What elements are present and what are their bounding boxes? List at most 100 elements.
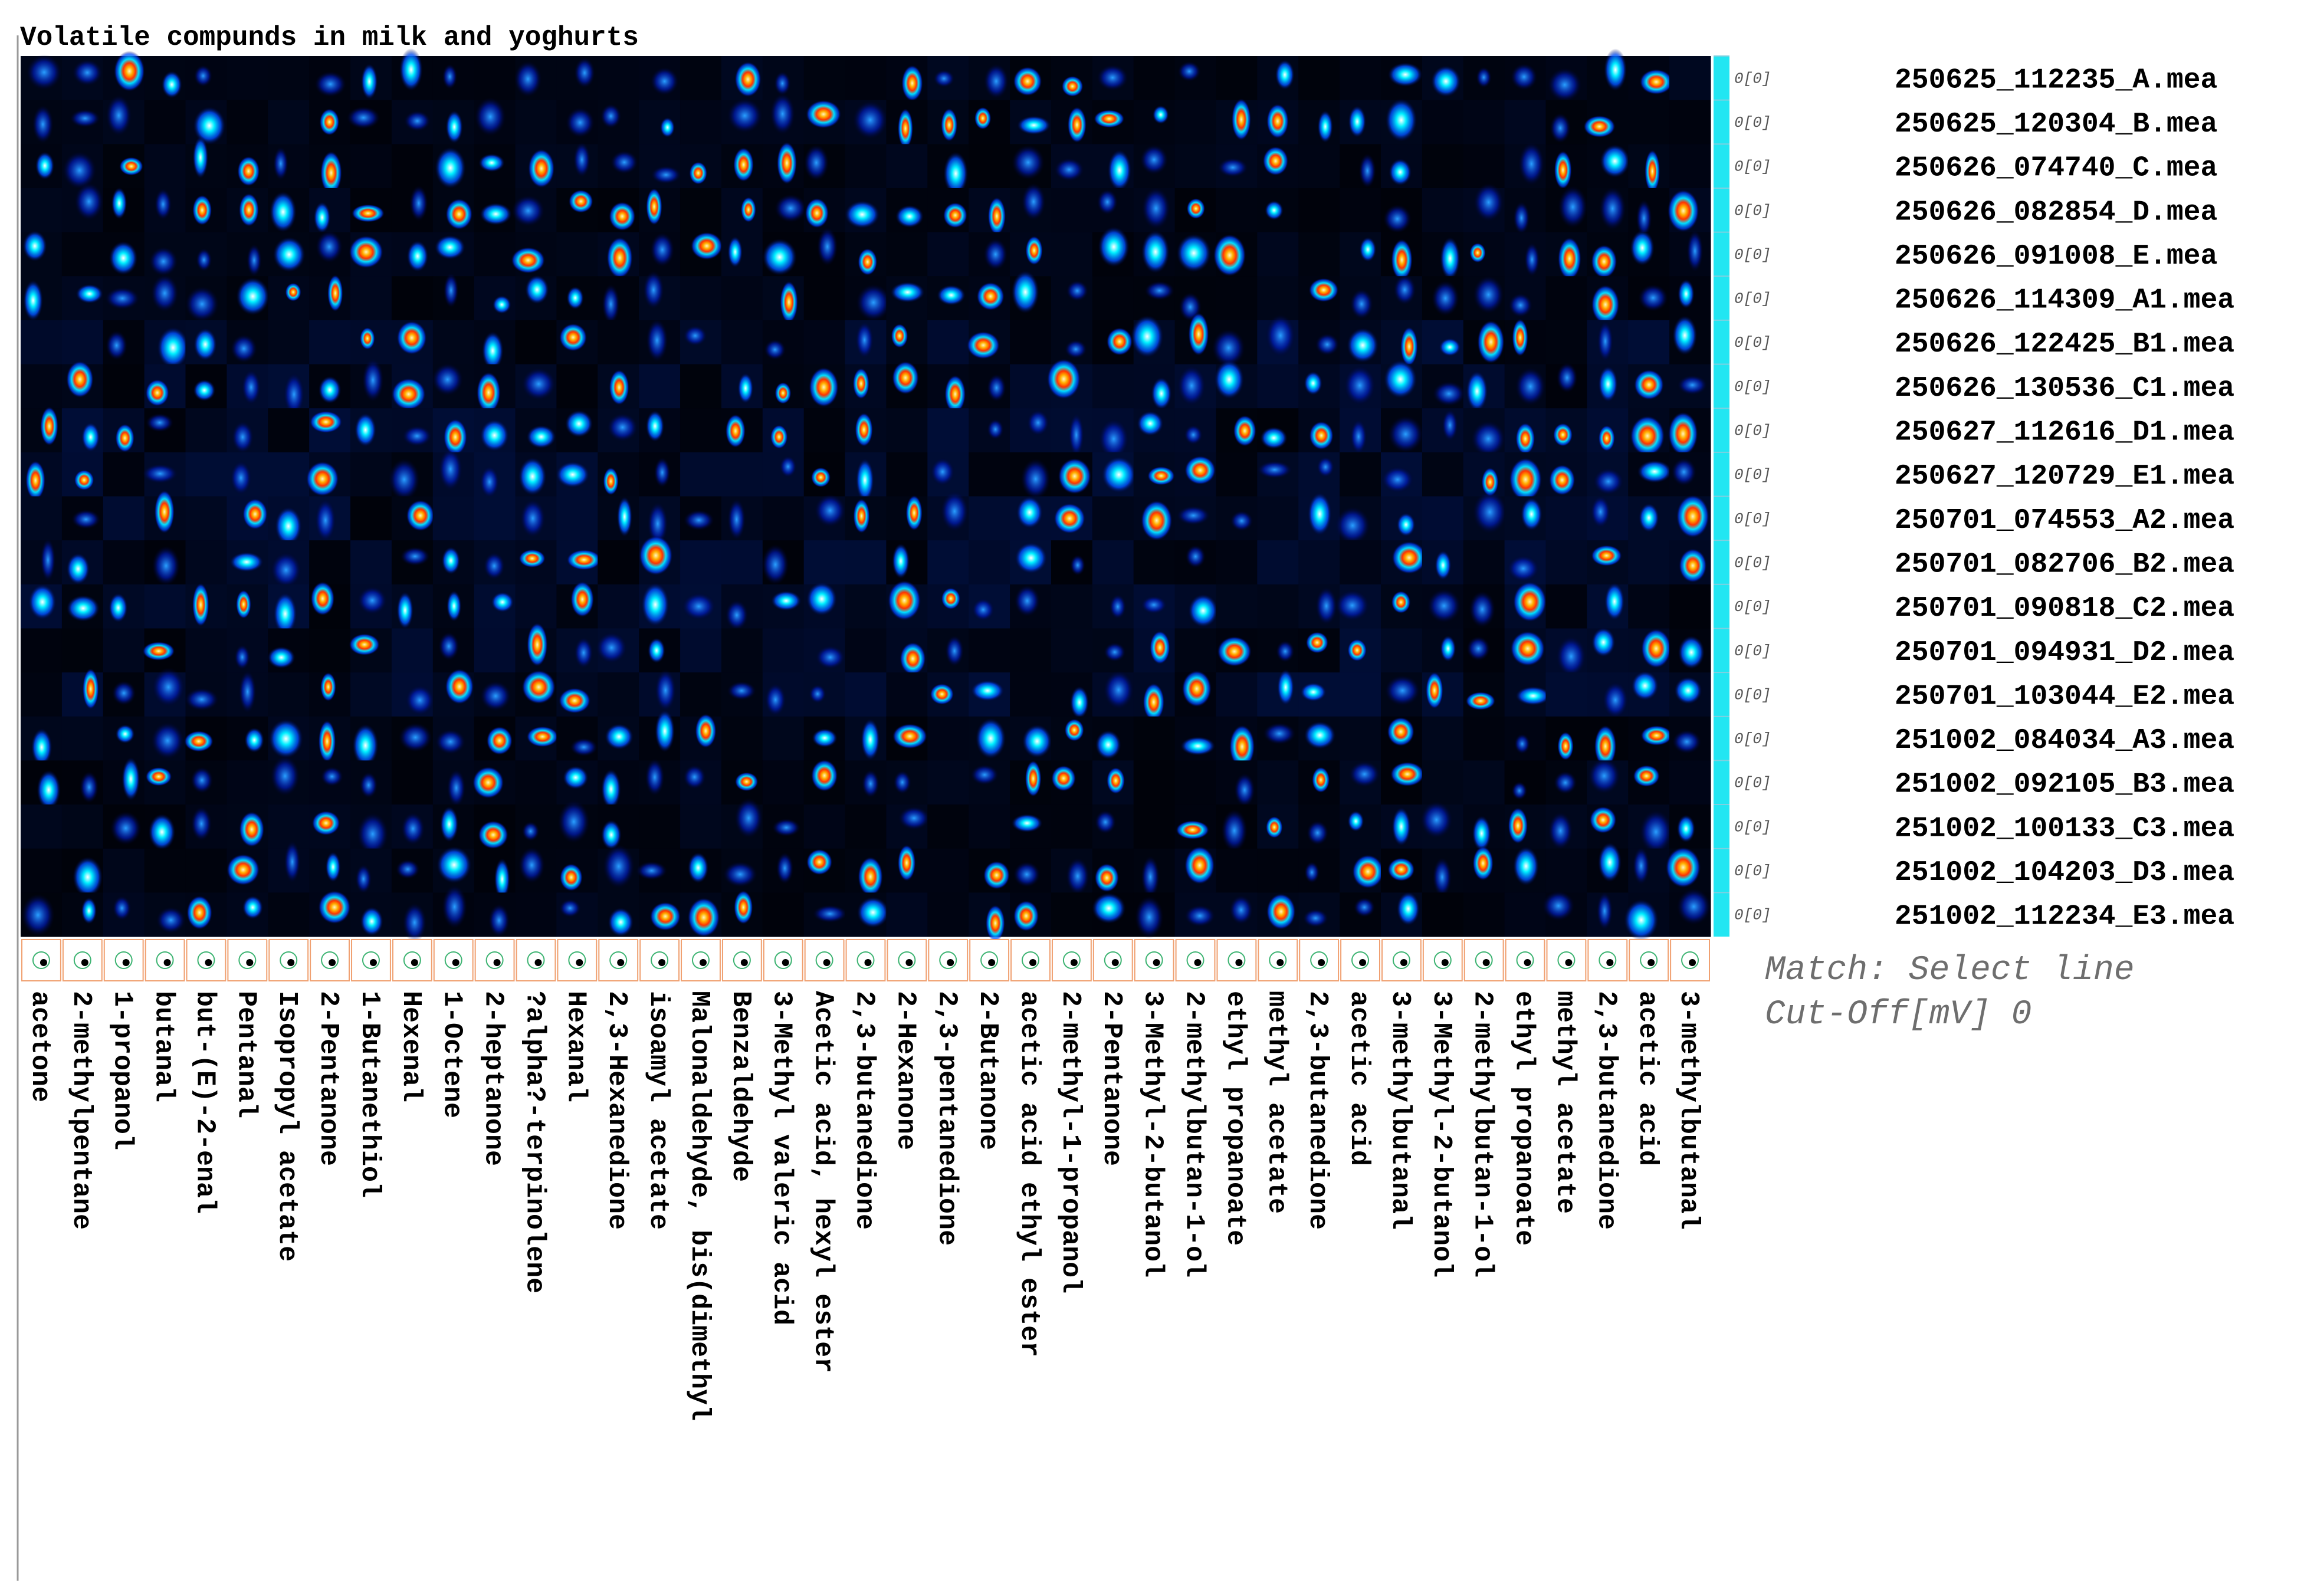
heatmap-cell — [391, 760, 434, 805]
heatmap-cell — [144, 848, 186, 893]
spot — [145, 379, 169, 406]
heatmap-cell — [680, 276, 722, 321]
column-label: 3-Methyl-2-butanol — [1426, 991, 1456, 1278]
heatmap-cell — [1133, 760, 1176, 805]
spot — [1101, 456, 1137, 493]
heatmap-cell — [350, 144, 392, 189]
file-name: 250627_120729_E1.mea — [1895, 461, 2234, 492]
spot — [817, 227, 838, 266]
spot — [1011, 270, 1039, 314]
spot — [1177, 61, 1201, 82]
column-label: Pentanal — [231, 991, 261, 1118]
heatmap-cell — [268, 408, 310, 453]
row-tag: 0[0] — [1734, 510, 1771, 528]
spot — [725, 600, 749, 630]
spot — [480, 681, 511, 711]
heatmap-cell — [556, 496, 598, 541]
heatmap-cell — [1092, 364, 1134, 409]
spot — [511, 247, 546, 274]
spot — [1589, 806, 1617, 834]
spot — [1381, 466, 1414, 493]
spot — [1518, 142, 1545, 186]
spot — [28, 584, 57, 620]
heatmap-cell — [1422, 144, 1464, 189]
row-tag: 0[0] — [1734, 422, 1771, 440]
spot — [478, 820, 508, 849]
heatmap-cell — [1422, 716, 1464, 761]
spot — [966, 331, 1000, 359]
spot — [192, 583, 209, 627]
spot — [1507, 555, 1540, 582]
spot — [528, 149, 555, 188]
heatmap-cell — [227, 100, 268, 145]
heatmap-cell — [103, 848, 145, 893]
spot — [1013, 900, 1039, 932]
file-name: 250701_082706_B2.mea — [1895, 549, 2234, 580]
heatmap-cell — [350, 276, 392, 321]
spot — [852, 367, 869, 399]
spot — [526, 425, 556, 449]
spot — [492, 295, 511, 314]
spot — [764, 683, 786, 716]
spot — [1396, 513, 1416, 537]
spot — [434, 235, 465, 260]
heatmap-cell — [845, 804, 887, 849]
spot — [806, 582, 838, 616]
column-label: 1-Butanethiol — [355, 991, 385, 1198]
spot — [1094, 810, 1117, 834]
spot — [1477, 320, 1505, 364]
heatmap-cell — [1669, 584, 1711, 629]
file-name: 250626_130536_C1.mea — [1895, 373, 2234, 405]
heatmap-cell — [845, 584, 887, 629]
spot — [1066, 858, 1089, 895]
spot — [355, 413, 376, 447]
spot — [1276, 640, 1295, 662]
spot — [1013, 67, 1042, 96]
spot — [270, 552, 301, 588]
spot — [1260, 426, 1288, 449]
marker-dot — [1524, 959, 1531, 966]
spot — [388, 458, 420, 501]
spot — [1472, 490, 1507, 534]
row-labels: 0[0] 250625_112235_A.mea 0[0] 250625_120304… — [1714, 55, 2234, 933]
heatmap-cell — [350, 452, 392, 497]
heatmap-cell — [762, 496, 805, 541]
spot — [1098, 226, 1130, 267]
spot — [145, 767, 172, 786]
heatmap-cell — [1628, 584, 1670, 629]
spot — [521, 670, 556, 704]
spot — [152, 546, 180, 586]
spot — [688, 852, 709, 884]
spot — [941, 108, 958, 142]
spot — [727, 98, 763, 133]
heatmap-cell — [845, 56, 887, 101]
spot — [1266, 893, 1296, 930]
spot — [1400, 327, 1418, 366]
spot — [727, 498, 746, 540]
marker-ring — [1640, 951, 1658, 969]
marker-ring — [939, 951, 957, 969]
heatmap-cell — [1422, 452, 1464, 497]
spot — [401, 812, 425, 845]
spot — [106, 330, 127, 360]
heatmap-cell — [515, 320, 557, 365]
spot — [314, 71, 346, 97]
spot — [352, 204, 385, 222]
column-label: isoamyl acetate — [643, 991, 673, 1230]
spot — [1686, 230, 1704, 272]
spot — [142, 464, 178, 484]
spot — [983, 238, 1008, 271]
spot — [1304, 861, 1320, 884]
spot — [806, 100, 841, 129]
spot — [1070, 554, 1085, 576]
spot — [683, 510, 714, 531]
spot — [1013, 861, 1041, 888]
spot — [360, 907, 383, 936]
heatmap-cell — [227, 56, 268, 101]
spot — [313, 202, 331, 234]
marker-ring — [733, 951, 751, 969]
heatmap-cell — [680, 364, 722, 409]
heatmap-cell — [927, 848, 969, 893]
spot — [151, 722, 185, 760]
spot — [655, 669, 677, 712]
